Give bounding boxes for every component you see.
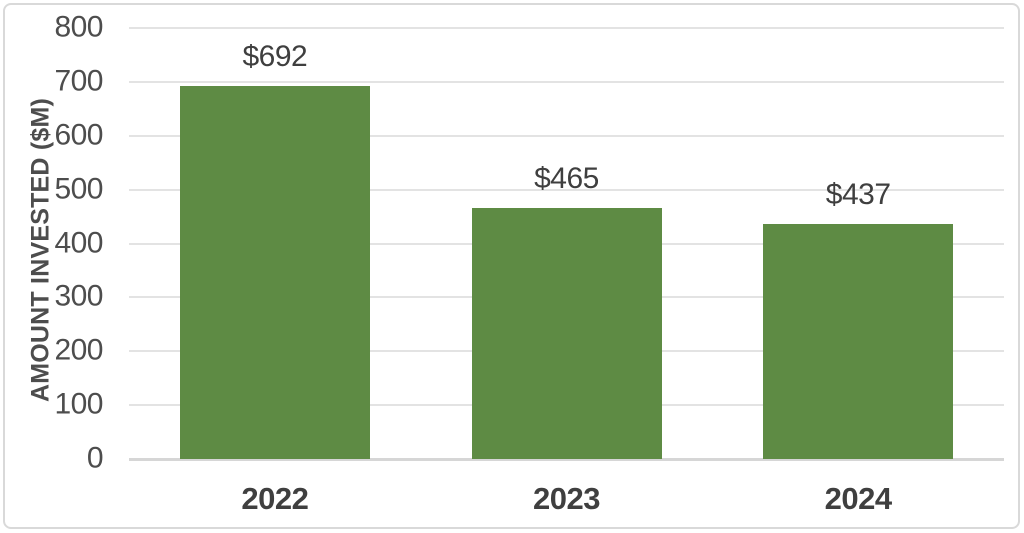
gridline-600	[129, 134, 1004, 137]
y-tick-label-300: 300	[54, 279, 103, 313]
x-axis-label-2023: 2023	[533, 481, 600, 516]
x-axis-label-2022: 2022	[241, 481, 309, 516]
y-axis-title: AMOUNT INVESTED ($M)	[26, 98, 55, 402]
bar-2022	[179, 86, 370, 459]
y-tick-label-400: 400	[54, 225, 103, 259]
y-tick-label-100: 100	[54, 387, 103, 421]
y-tick-label-200: 200	[54, 333, 103, 367]
y-tick-label-800: 800	[54, 10, 103, 44]
bar-value-label-2023: $465	[534, 162, 599, 196]
y-tick-label-600: 600	[54, 118, 103, 152]
x-axis-line	[129, 458, 1004, 461]
gridline-700	[129, 80, 1004, 83]
x-axis-label-2024: 2024	[824, 481, 892, 516]
bar-value-label-2024: $437	[825, 177, 891, 211]
bar-2023	[471, 208, 662, 459]
y-tick-label-700: 700	[54, 64, 103, 98]
y-tick-label-0: 0	[86, 441, 104, 475]
bar-value-label-2022: $692	[242, 40, 308, 74]
gridline-500	[129, 188, 1004, 191]
y-tick-label-500: 500	[54, 171, 103, 205]
gridline-800	[129, 27, 1004, 29]
bar-2024	[763, 223, 954, 459]
